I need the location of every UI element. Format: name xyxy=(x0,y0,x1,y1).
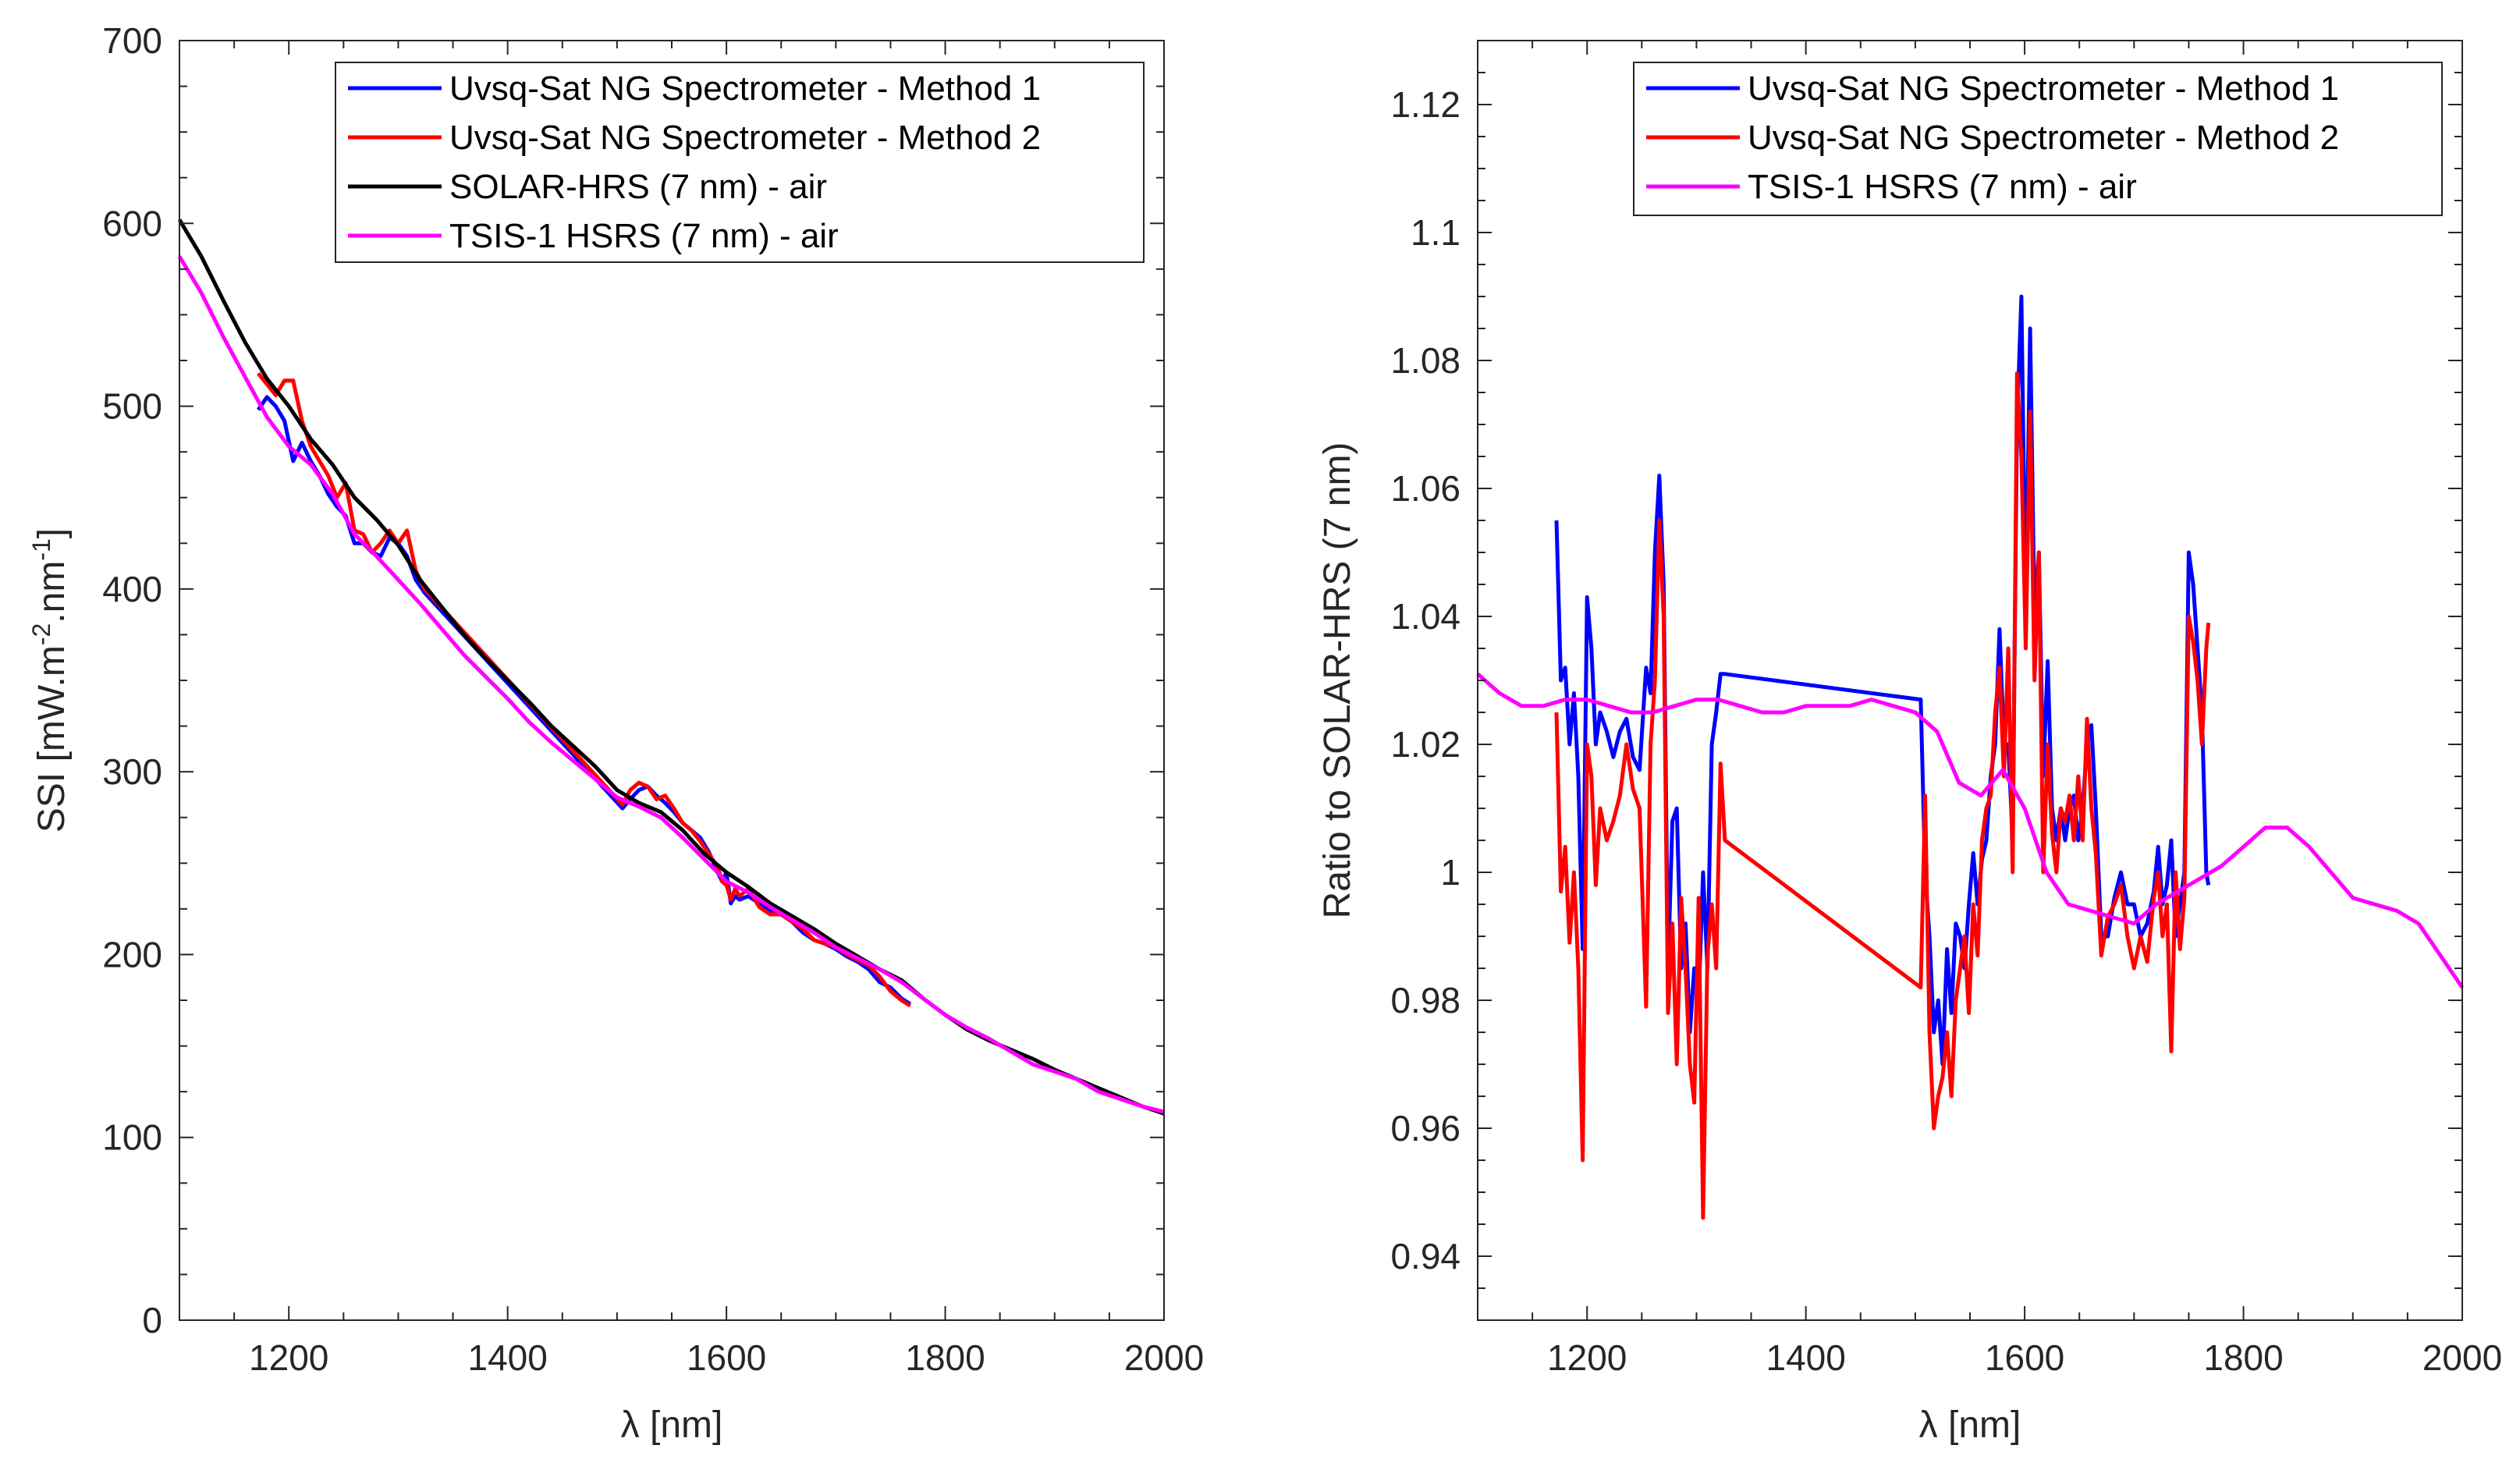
right-y-tick-label: 0.94 xyxy=(1390,1236,1461,1276)
left-y-tick-label: 200 xyxy=(102,934,162,975)
right-y-tick-label: 1.06 xyxy=(1390,468,1461,509)
right-x-tick-label: 1400 xyxy=(1766,1337,1845,1378)
right-y-tick-label: 0.98 xyxy=(1390,980,1461,1021)
right-y-tick-label: 1.1 xyxy=(1411,212,1461,253)
left-y-tick-label: 500 xyxy=(102,386,162,427)
left-y-tick-label: 0 xyxy=(142,1300,162,1340)
left-y-axis-label: SSI [mW.m-2.nm-1] xyxy=(27,528,73,833)
left-y-tick-label: 600 xyxy=(102,203,162,243)
right-axes-box xyxy=(1477,40,2463,1321)
right-chart: 1200 1400 1600 1800 2000 0.94 0.96 0.98 1 1.02 1.… xyxy=(1317,40,2502,1446)
left-x-tick-label: 2000 xyxy=(1124,1337,1204,1378)
left-chart: 1200 1400 1600 1800 2000 0 100 200 300 400 500 600… xyxy=(27,20,1204,1446)
right-y-tick-label: 0.96 xyxy=(1390,1108,1461,1149)
right-x-tick-label: 1800 xyxy=(2203,1337,2283,1378)
right-legend-label-1: Uvsq-Sat NG Spectrometer - Method 2 xyxy=(1748,119,2339,157)
right-x-ticks: 1200 1400 1600 1800 2000 xyxy=(1477,41,2502,1378)
right-y-tick-label: 1.04 xyxy=(1390,596,1461,637)
left-legend: Uvsq-Sat NG Spectrometer - Method 1 Uvsq… xyxy=(335,62,1145,263)
left-series-3-line xyxy=(177,255,1165,1114)
right-legend-box xyxy=(1633,62,2443,216)
left-series-lines xyxy=(177,218,1165,1116)
right-x-tick-label: 2000 xyxy=(2422,1337,2502,1378)
left-y-tick-label: 400 xyxy=(102,569,162,609)
left-x-tick-label: 1800 xyxy=(905,1337,985,1378)
left-x-tick-label: 1600 xyxy=(687,1337,766,1378)
right-series-lines xyxy=(1476,294,2465,1220)
right-y-tick-label: 1.12 xyxy=(1390,84,1461,125)
left-x-tick-label: 1400 xyxy=(467,1337,547,1378)
right-series-2-line xyxy=(1476,672,2465,989)
left-x-tick-label: 1200 xyxy=(249,1337,328,1378)
left-legend-label-1: Uvsq-Sat NG Spectrometer - Method 2 xyxy=(449,119,1041,157)
left-x-ticks: 1200 1400 1600 1800 2000 xyxy=(179,41,1204,1378)
left-legend-box xyxy=(335,62,1145,263)
left-x-axis-label: λ [nm] xyxy=(621,1404,723,1446)
right-y-tick-label: 1.02 xyxy=(1390,724,1461,765)
right-plot-area xyxy=(1478,41,2462,1320)
right-y-ticks: 0.94 0.96 0.98 1 1.02 1.04 1.06 1.08 1.1 1.12 xyxy=(1390,40,2462,1321)
left-legend-label-0: Uvsq-Sat NG Spectrometer - Method 1 xyxy=(449,69,1041,108)
right-y-tick-label: 1 xyxy=(1440,852,1461,893)
left-y-tick-label: 700 xyxy=(102,20,162,61)
left-legend-label-3: TSIS-1 HSRS (7 nm) - air xyxy=(449,217,839,255)
left-y-ticks: 0 100 200 300 400 500 600 700 xyxy=(102,20,1164,1340)
right-legend: Uvsq-Sat NG Spectrometer - Method 1 Uvsq… xyxy=(1633,62,2443,216)
right-x-axis-label: λ [nm] xyxy=(1919,1404,2021,1446)
right-y-axis-label: Ratio to SOLAR-HRS (7 nm) xyxy=(1317,442,1358,919)
right-x-tick-label: 1600 xyxy=(1985,1337,2064,1378)
right-legend-label-0: Uvsq-Sat NG Spectrometer - Method 1 xyxy=(1748,69,2339,108)
right-legend-label-2: TSIS-1 HSRS (7 nm) - air xyxy=(1748,168,2137,206)
right-x-tick-label: 1200 xyxy=(1547,1337,1627,1378)
left-axes-box xyxy=(179,40,1165,1321)
right-y-tick-label: 1.08 xyxy=(1390,340,1461,381)
left-y-tick-label: 100 xyxy=(102,1117,162,1158)
left-legend-label-2: SOLAR-HRS (7 nm) - air xyxy=(449,168,827,206)
left-y-tick-label: 300 xyxy=(102,751,162,792)
right-series-1-line xyxy=(1554,371,2211,1220)
left-series-1-line xyxy=(257,371,912,1008)
